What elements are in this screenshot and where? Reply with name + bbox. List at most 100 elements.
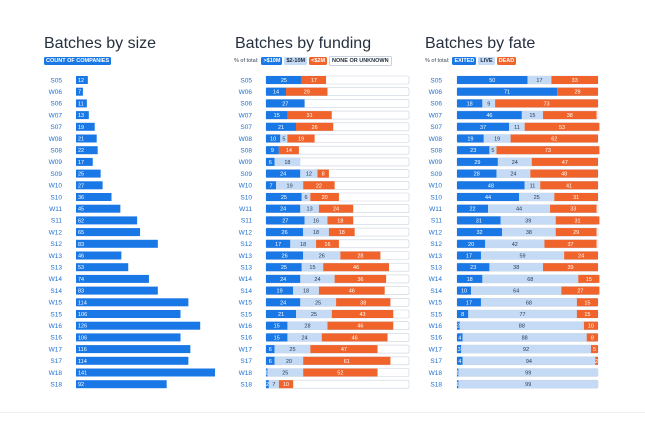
fate-segment [576, 310, 598, 318]
fate-value-label: 3 [458, 347, 461, 353]
fate-value-label: 42 [512, 242, 518, 248]
fate-segment [461, 345, 591, 354]
fate-segment [483, 134, 511, 143]
fate-row-label: W18 [429, 370, 443, 377]
size-row-label: W11 [49, 206, 62, 213]
funding-segment [266, 263, 302, 272]
funding-value-label: 14 [286, 148, 292, 154]
fate-row-label: W17 [429, 346, 443, 353]
fate-legend-exited: EXITED [452, 57, 477, 65]
fate-segment [457, 298, 481, 307]
size-bar [76, 134, 97, 143]
fate-value-label: 17 [466, 300, 472, 306]
fate-segment [480, 251, 565, 260]
fate-segment [510, 134, 598, 143]
funding-value-label: 1 [265, 371, 268, 377]
size-bar [76, 310, 181, 318]
size-value-label: 7 [78, 90, 81, 96]
funding-segment [317, 169, 329, 178]
funding-value-label: 31 [307, 113, 313, 119]
fate-segment [550, 204, 597, 213]
size-row-label: S15 [50, 311, 62, 318]
funding-value-label: 28 [357, 254, 363, 260]
fate-value-label: 29 [573, 230, 579, 236]
fate-value-label: 77 [520, 312, 526, 318]
fate-segment [595, 356, 598, 365]
fate-segment [457, 157, 498, 166]
funding-segment [266, 122, 297, 131]
fate-value-label: 37 [567, 242, 573, 248]
funding-segment [266, 239, 291, 248]
funding-row-label: W15 [239, 300, 253, 307]
funding-segment [300, 298, 337, 307]
size-bar [76, 76, 88, 84]
fate-value-label: 28 [474, 172, 480, 178]
size-bar [76, 216, 138, 225]
funding-value-label: 15 [274, 113, 280, 119]
size-value-label: 83 [78, 289, 84, 295]
fate-segment [530, 169, 598, 178]
fate-segment [576, 298, 598, 307]
fate-segment [457, 368, 459, 377]
fate-segment [544, 239, 597, 248]
fate-segment [485, 239, 545, 248]
funding-value-label: 52 [337, 371, 343, 377]
funding-segment [303, 228, 329, 237]
funding-value-label: 15 [274, 324, 280, 330]
fate-segment [457, 216, 501, 225]
fate-segment [555, 216, 600, 225]
funding-segment [287, 333, 322, 342]
fate-segment [458, 380, 598, 389]
size-value-label: 25 [78, 172, 84, 178]
fate-value-label: 31 [574, 218, 580, 224]
fate-row-label: S11 [431, 218, 442, 225]
fate-segment [457, 380, 459, 389]
size-value-label: 46 [78, 254, 84, 260]
funding-value-label: 17 [311, 78, 317, 84]
funding-segment [266, 345, 275, 354]
size-row-label: S17 [50, 358, 62, 365]
fate-value-label: 10 [461, 289, 467, 295]
size-value-label: 22 [78, 148, 84, 154]
fate-segment [457, 134, 484, 143]
fate-value-label: 10 [588, 324, 594, 330]
bottom-divider [0, 412, 645, 413]
funding-segment [296, 122, 334, 131]
funding-segment [276, 181, 304, 190]
fate-row-label: S08 [430, 148, 442, 155]
fate-segment [457, 356, 463, 365]
size-bar [76, 157, 93, 166]
funding-row-label: W08 [239, 136, 253, 143]
funding-segment [334, 274, 387, 283]
funding-row-label: W12 [239, 229, 253, 236]
size-value-label: 17 [78, 160, 84, 166]
size-bar [76, 146, 98, 155]
funding-value-label: 15 [309, 265, 315, 271]
funding-segment [323, 263, 389, 272]
funding-value-label: 10 [283, 382, 289, 388]
funding-value-label: 6 [269, 359, 272, 365]
funding-value-label: 19 [277, 289, 283, 295]
size-row-label: S11 [51, 218, 62, 225]
fate-segment [496, 169, 531, 178]
funding-segment [266, 380, 269, 389]
fate-segment [462, 333, 587, 342]
size-bar [76, 368, 215, 377]
fate-value-label: 15 [529, 113, 535, 119]
funding-segment [287, 111, 332, 120]
funding-segment [266, 216, 305, 225]
fate-row-label: W12 [429, 229, 443, 236]
size-row-label: W06 [49, 89, 63, 96]
fate-value-label: 33 [572, 78, 578, 84]
funding-value-label: 15 [274, 335, 280, 341]
fate-segment [519, 193, 555, 201]
funding-value-label: 18 [313, 230, 319, 236]
fate-legend-live: LIVE [478, 57, 495, 65]
fate-value-label: 38 [513, 265, 519, 271]
size-row-label: S16 [50, 335, 62, 342]
funding-row-label: W11 [239, 206, 252, 213]
fate-row-label: S17 [430, 358, 442, 365]
funding-legend: % of total: >$10M $2-10M <$2M NONE OR UN… [234, 56, 394, 66]
fate-row-label: W13 [429, 253, 443, 260]
funding-segment [280, 134, 288, 143]
